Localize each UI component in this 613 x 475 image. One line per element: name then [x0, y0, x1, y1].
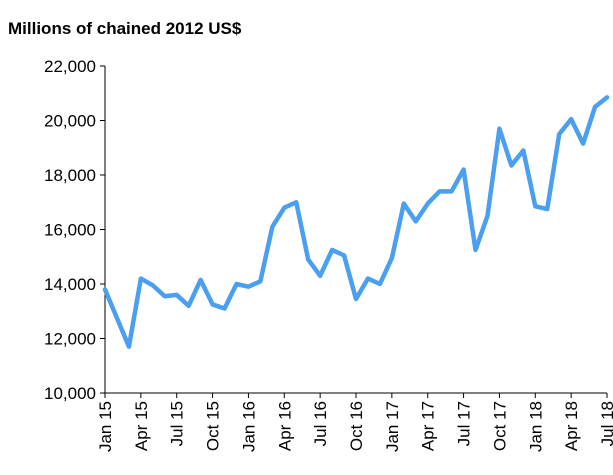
x-tick-label: Oct 16 — [347, 401, 366, 451]
y-tick-label: 20,000 — [44, 112, 96, 131]
x-tick-label: Jan 17 — [383, 401, 402, 452]
y-tick-label: 12,000 — [44, 330, 96, 349]
x-tick-label: Apr 18 — [562, 401, 581, 451]
y-tick-label: 14,000 — [44, 275, 96, 294]
x-tick-label: Jan 15 — [96, 401, 115, 452]
x-tick-label: Jul 16 — [311, 401, 330, 446]
x-tick-label: Jan 16 — [239, 401, 258, 452]
x-tick-label: Apr 15 — [132, 401, 151, 451]
x-tick-label: Apr 16 — [275, 401, 294, 451]
x-tick-label: Jan 18 — [526, 401, 545, 452]
chart-title: Millions of chained 2012 US$ — [8, 19, 242, 38]
x-tick-label: Apr 17 — [419, 401, 438, 451]
x-tick-label: Jul 18 — [598, 401, 613, 446]
y-tick-label: 10,000 — [44, 384, 96, 403]
x-tick-label: Jul 15 — [168, 401, 187, 446]
x-tick-label: Oct 15 — [204, 401, 223, 451]
line — [102, 95, 610, 349]
x-tick-label: Jul 17 — [455, 401, 474, 446]
y-tick-label: 18,000 — [44, 166, 96, 185]
x-tick-label: Oct 17 — [490, 401, 509, 451]
y-tick-label: 16,000 — [44, 221, 96, 240]
y-tick-label: 22,000 — [44, 57, 96, 76]
